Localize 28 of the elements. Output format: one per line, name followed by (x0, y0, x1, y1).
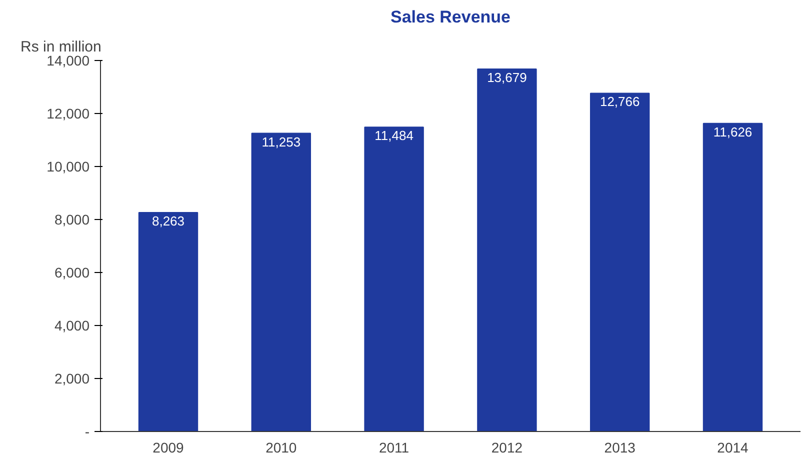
y-tick-label: 10,000 (46, 158, 90, 174)
data-label: 13,679 (487, 70, 527, 86)
x-tick-label: 2009 (152, 440, 184, 456)
data-label: 11,484 (374, 128, 414, 144)
x-tick-label: 2014 (717, 440, 749, 456)
data-label: 11,626 (713, 124, 752, 140)
y-tick-label: 4,000 (54, 318, 90, 334)
bar (138, 212, 198, 432)
x-tick-label: 2011 (378, 440, 410, 456)
data-label: 8,263 (152, 214, 185, 229)
x-tick-label: 2012 (491, 440, 523, 456)
y-tick-label: - (84, 424, 90, 440)
data-label: 12,766 (600, 94, 640, 110)
bar (590, 92, 650, 432)
bar (251, 132, 311, 432)
x-tick-label: 2013 (604, 440, 636, 456)
x-tick-label: 2010 (266, 440, 297, 456)
y-tick-label: 2,000 (54, 370, 90, 386)
data-label: 11,253 (262, 134, 301, 150)
bar (364, 126, 424, 432)
bar (477, 68, 537, 432)
y-tick-label: 8,000 (54, 212, 90, 228)
bar (702, 122, 763, 432)
chart-title: Sales Revenue (390, 8, 511, 26)
y-axis-title: Rs in million (20, 38, 102, 56)
y-tick-label: 6,000 (54, 264, 90, 280)
y-tick-label: 14,000 (46, 52, 90, 68)
y-tick-label: 12,000 (46, 106, 90, 122)
